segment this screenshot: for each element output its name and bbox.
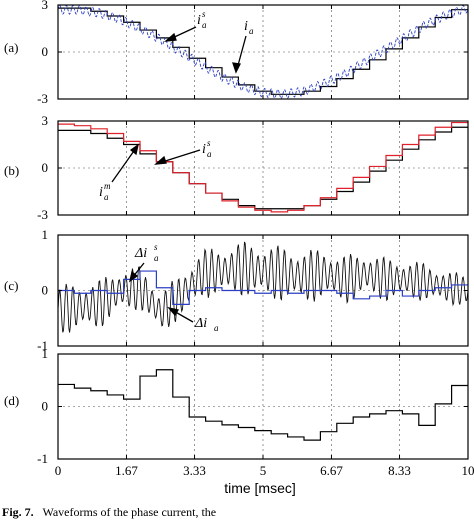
annotation-c-dis-base: Δi xyxy=(134,246,147,261)
annotation-c-di-base: Δi xyxy=(194,316,207,331)
y-tick-label-0-1: 0 xyxy=(42,44,49,59)
annotation-a-is-base: i xyxy=(197,13,201,28)
annotation-a-is-sub: a xyxy=(202,20,207,30)
y-tick-label-2-1: 0 xyxy=(42,283,49,298)
y-tick-label-2-2: -1 xyxy=(37,338,48,353)
annotation-c-dis-sup: s xyxy=(154,242,158,252)
caption-fig: Fig. 7. xyxy=(2,505,34,519)
y-tick-label-1-2: -3 xyxy=(37,207,48,222)
y-tick-label-0-0: 3 xyxy=(42,0,49,12)
x-tick-label-5: 8.33 xyxy=(388,463,411,478)
arrow-a-is-head xyxy=(164,32,177,42)
annotation-a-ia: i a xyxy=(244,19,254,36)
panel-label-c: (c) xyxy=(4,278,18,293)
caption-text: Waveforms of the phase current, the xyxy=(42,505,216,519)
annotation-b-im: i a m xyxy=(99,181,111,202)
arrow-a-ia-head xyxy=(232,62,241,74)
arrow-b-is-head xyxy=(154,155,167,165)
panel-0: 3 0 -3 xyxy=(37,0,469,106)
series-staircase xyxy=(58,7,468,95)
x-tick-label-3: 5 xyxy=(260,463,267,478)
caption: Fig. 7. Waveforms of the phase current, … xyxy=(2,505,216,519)
y-tick-label-3-2: -1 xyxy=(37,451,48,466)
panel-2: 1 0 -1 xyxy=(37,227,469,353)
panel-label-b: (b) xyxy=(4,163,19,178)
panel-label-d: (d) xyxy=(4,393,19,408)
panel-label-a: (a) xyxy=(4,40,18,55)
x-tick-label-6: 10 xyxy=(462,463,474,478)
y-tick-label-2-0: 1 xyxy=(42,227,49,242)
chart-layer: 30-330-310-110-10 1.67 3.33 5 6.67 8.33 10 xyxy=(37,0,474,478)
annotation-b-is-sub: a xyxy=(207,149,212,159)
x-axis-label: time [msec] xyxy=(224,480,296,496)
y-tick-label-0-2: -3 xyxy=(37,91,48,106)
arrow-c-dis-head xyxy=(128,270,139,283)
annotation-c-dis: Δi a s xyxy=(134,242,159,263)
series-ripple xyxy=(57,4,469,99)
x-tick-label-4: 6.67 xyxy=(320,463,343,478)
x-tick-label-2: 3.33 xyxy=(183,463,206,478)
arrow-c-di-head xyxy=(167,306,180,317)
panel-3: 1 0 -1 xyxy=(37,346,469,466)
x-tick-label-0: 0 xyxy=(55,463,62,478)
annotation-b-is-sup: s xyxy=(207,138,211,148)
series-error xyxy=(57,241,469,333)
y-tick-label-1-1: 0 xyxy=(42,160,49,175)
y-tick-label-3-0: 1 xyxy=(42,346,49,361)
annotation-a-ia-sub: a xyxy=(249,26,254,36)
series-output xyxy=(58,369,468,441)
annotation-b-is: i a s xyxy=(202,138,212,159)
x-tick-label-1: 1.67 xyxy=(115,463,138,478)
annotation-c-di: Δi a xyxy=(194,316,219,333)
arrow-b-im xyxy=(111,147,137,183)
annotation-a-is: i a s xyxy=(197,9,207,30)
series-sampled xyxy=(58,121,468,213)
series-sampled_error xyxy=(58,270,468,305)
annotation-arrows xyxy=(111,26,247,323)
y-tick-label-3-1: 0 xyxy=(42,399,49,414)
annotation-c-dis-sub: a xyxy=(154,253,159,263)
y-tick-label-1-0: 3 xyxy=(42,113,49,128)
annotation-b-im-sup: m xyxy=(104,181,111,191)
annotation-b-im-base: i xyxy=(99,185,103,200)
annotation-b-im-sub: a xyxy=(104,192,109,202)
annotation-a-ia-base: i xyxy=(244,19,248,34)
annotation-a-is-sup: s xyxy=(202,9,206,19)
annotation-c-di-sub: a xyxy=(214,323,219,333)
arrow-b-im-head xyxy=(129,143,140,156)
panel-1: 3 0 -3 xyxy=(37,113,469,222)
annotation-b-is-base: i xyxy=(202,142,206,157)
